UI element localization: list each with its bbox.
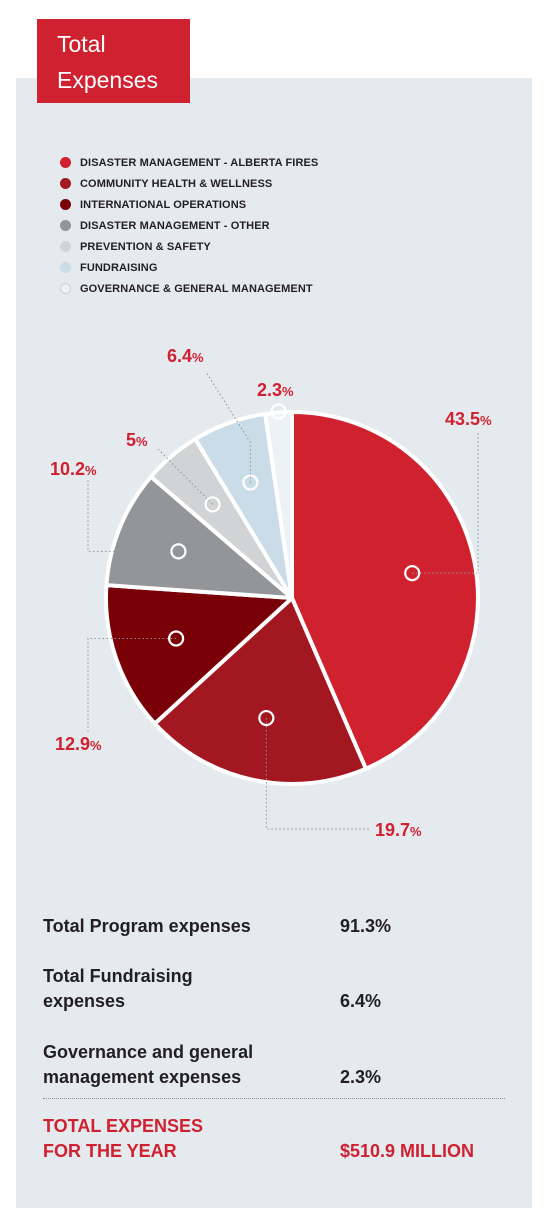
title-line-1: Total	[57, 31, 106, 57]
legend-swatch	[60, 262, 71, 273]
legend-swatch	[60, 241, 71, 252]
expenses-pie-chart: 43.5% 19.7% 12.9% 10.2% 5% 6.4% 2.3%	[50, 346, 492, 840]
legend-label: DISASTER MANAGEMENT - OTHER	[80, 219, 270, 232]
pie-slice	[152, 596, 368, 786]
legend-label: DISASTER MANAGEMENT - ALBERTA FIRES	[80, 156, 319, 169]
legend-swatch	[60, 220, 71, 231]
slice-marker	[168, 630, 185, 647]
legend-swatch	[60, 157, 71, 168]
slice-marker	[204, 496, 221, 513]
leader-line	[157, 448, 213, 505]
fundraising-label-line-1: Total Fundraising	[43, 966, 193, 986]
data-label: 6.4%	[167, 346, 204, 366]
pie-slice	[290, 410, 480, 771]
legend-swatch	[60, 199, 71, 210]
legend-item: DISASTER MANAGEMENT - OTHER	[60, 215, 318, 236]
slice-marker	[170, 543, 187, 560]
slice-marker	[242, 474, 259, 491]
data-label: 19.7%	[375, 820, 422, 840]
legend-swatch	[60, 283, 71, 294]
governance-label-line-2: management expenses	[43, 1067, 242, 1087]
legend-label: COMMUNITY HEALTH & WELLNESS	[80, 177, 273, 190]
total-label-line-2: FOR THE YEAR	[43, 1141, 177, 1161]
legend-item: FUNDRAISING	[60, 257, 318, 278]
legend-label: INTERNATIONAL OPERATIONS	[80, 198, 247, 211]
legend-label: FUNDRAISING	[80, 261, 158, 274]
program-value: 91.3%	[340, 916, 392, 936]
total-value: $510.9 MILLION	[340, 1141, 475, 1161]
fundraising-label-line-2: expenses	[43, 991, 126, 1011]
legend-swatch	[60, 178, 71, 189]
legend-label: GOVERNANCE & GENERAL MANAGEMENT	[80, 282, 313, 295]
pie-slice	[263, 410, 294, 600]
section-title: Total Expenses	[37, 19, 190, 103]
pie-slice	[104, 474, 294, 600]
leader-line	[87, 637, 177, 732]
program-label: Total Program expenses	[43, 916, 251, 936]
fundraising-value: 6.4%	[340, 991, 382, 1011]
governance-label: Governance and general management expens…	[43, 1040, 313, 1090]
legend-item: PREVENTION & SAFETY	[60, 236, 318, 257]
total-label-line-1: TOTAL EXPENSES	[43, 1116, 204, 1136]
data-label: 43.5%	[445, 409, 492, 429]
title-line-2: Expenses	[57, 67, 159, 93]
slice-marker	[258, 709, 275, 727]
governance-label-line-1: Governance and general	[43, 1042, 254, 1062]
legend-item: DISASTER MANAGEMENT - ALBERTA FIRES	[60, 152, 318, 173]
summary-divider	[43, 1098, 505, 1099]
data-label: 10.2%	[50, 459, 97, 479]
data-label: 2.3%	[257, 380, 294, 400]
legend-item: GOVERNANCE & GENERAL MANAGEMENT	[60, 278, 318, 299]
legend-item: INTERNATIONAL OPERATIONS	[60, 194, 318, 215]
data-label: 5%	[126, 430, 148, 450]
fundraising-label: Total Fundraising expenses	[43, 964, 313, 1014]
slice-marker	[270, 403, 287, 420]
slice-marker	[404, 565, 421, 582]
total-label: TOTAL EXPENSES FOR THE YEAR	[43, 1114, 313, 1164]
data-label: 12.9%	[55, 734, 102, 754]
legend-label: PREVENTION & SAFETY	[80, 240, 211, 253]
pie-slice	[104, 583, 294, 726]
governance-value: 2.3%	[340, 1067, 382, 1087]
leader-line	[265, 718, 370, 830]
legend-item: COMMUNITY HEALTH & WELLNESS	[60, 173, 318, 194]
chart-legend: DISASTER MANAGEMENT - ALBERTA FIRES COMM…	[60, 152, 318, 299]
leader-line	[205, 371, 251, 483]
